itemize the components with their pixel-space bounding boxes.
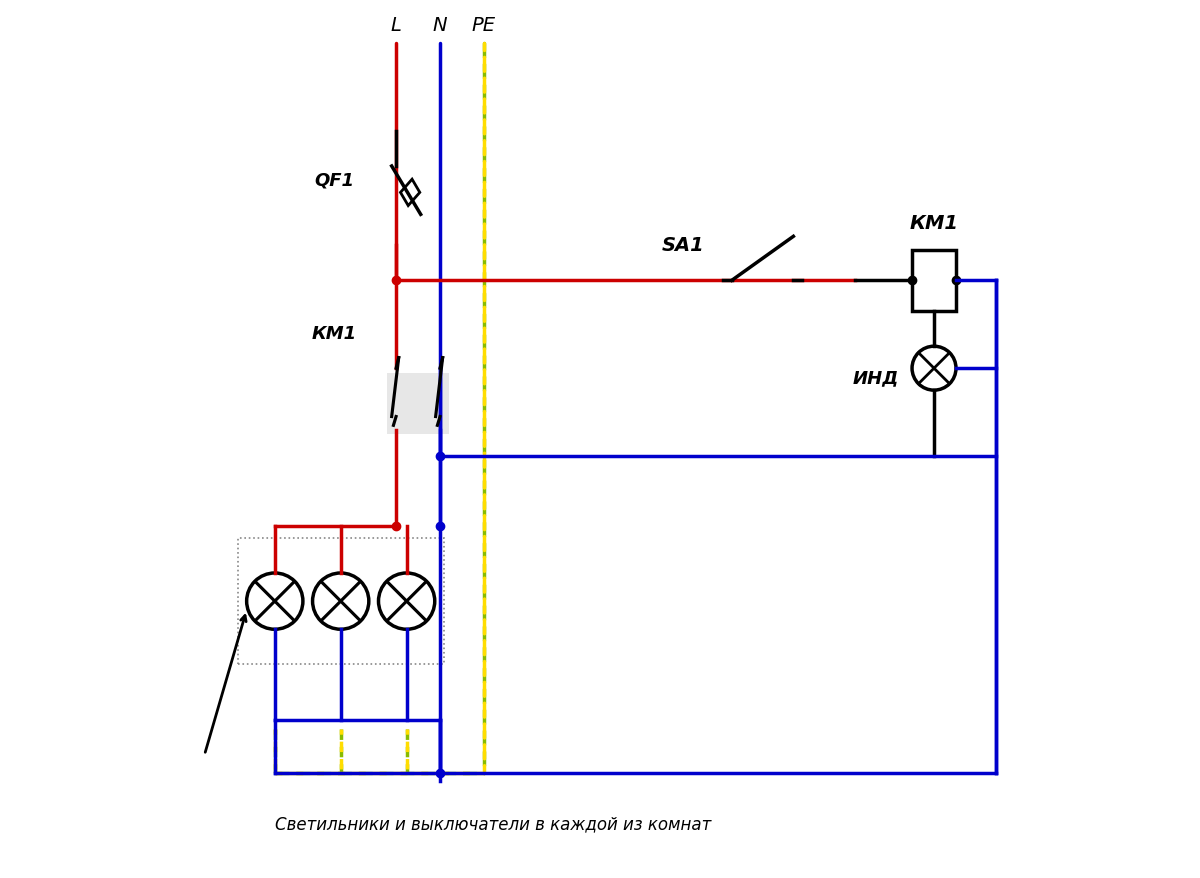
Text: L: L xyxy=(391,16,402,35)
Bar xyxy=(238,538,444,665)
Bar xyxy=(388,373,449,435)
Text: QF1: QF1 xyxy=(314,171,354,189)
Text: ИНД: ИНД xyxy=(853,369,899,386)
Bar xyxy=(912,250,956,312)
Text: КМ1: КМ1 xyxy=(910,213,959,233)
Text: SA1: SA1 xyxy=(662,235,704,255)
Text: PE: PE xyxy=(472,16,496,35)
Text: Светильники и выключатели в каждой из комнат: Светильники и выключатели в каждой из ко… xyxy=(275,815,712,832)
Text: N: N xyxy=(433,16,448,35)
Text: КМ1: КМ1 xyxy=(312,325,358,342)
